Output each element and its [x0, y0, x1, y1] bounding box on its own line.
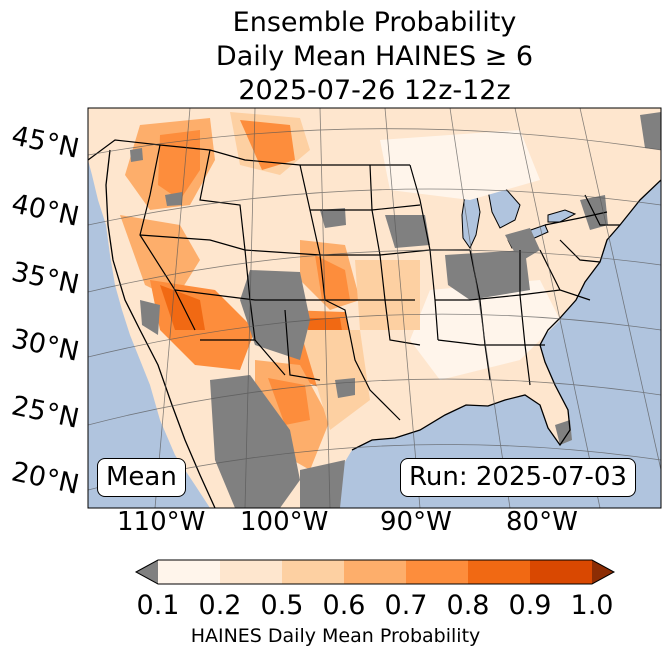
colorbar-swatch-6	[468, 560, 531, 584]
map-frame	[87, 107, 662, 509]
colorbar-over-arrow	[592, 560, 614, 584]
colorbar-under-arrow	[136, 560, 158, 584]
colorbar-swatch-4	[344, 560, 407, 584]
graticule	[88, 108, 661, 508]
title-line-2: Daily Mean HAINES ≥ 6	[215, 41, 534, 72]
colorbar-swatches	[158, 560, 593, 584]
lon-label-100: 100°W	[240, 507, 329, 537]
colorbar-swatch-2	[220, 560, 283, 584]
lon-label-80: 80°W	[506, 507, 578, 537]
colorbar-tick-label: 0.8	[446, 590, 490, 621]
colorbar-swatch-7	[530, 560, 593, 584]
title-line-3: 2025-07-26 12z-12z	[238, 75, 511, 106]
colorbar	[134, 559, 616, 585]
colorbar-label: HAINES Daily Mean Probability	[190, 625, 481, 647]
colorbar-tick-label: 0.5	[260, 590, 304, 621]
colorbar-swatch-3	[282, 560, 345, 584]
colorbar-tick-label: 0.2	[198, 590, 242, 621]
colorbar-swatch-1	[158, 560, 221, 584]
colorbar-tick-label: 0.9	[508, 590, 552, 621]
coastline	[105, 149, 661, 508]
colorbar-tick-label: 1.0	[570, 590, 614, 621]
colorbar-tick-label: 0.7	[384, 590, 428, 621]
colorbar-tick-label: 0.6	[322, 590, 366, 621]
lon-label-90: 90°W	[380, 507, 452, 537]
colorbar-tick-label: 0.1	[136, 590, 180, 621]
stat-label: Mean	[97, 458, 186, 497]
lon-label-110: 110°W	[117, 507, 206, 537]
colorbar-swatch-5	[406, 560, 469, 584]
run-label: Run: 2025-07-03	[400, 458, 636, 497]
lake-ontario	[547, 209, 577, 223]
title-line-1: Ensemble Probability	[232, 7, 517, 38]
